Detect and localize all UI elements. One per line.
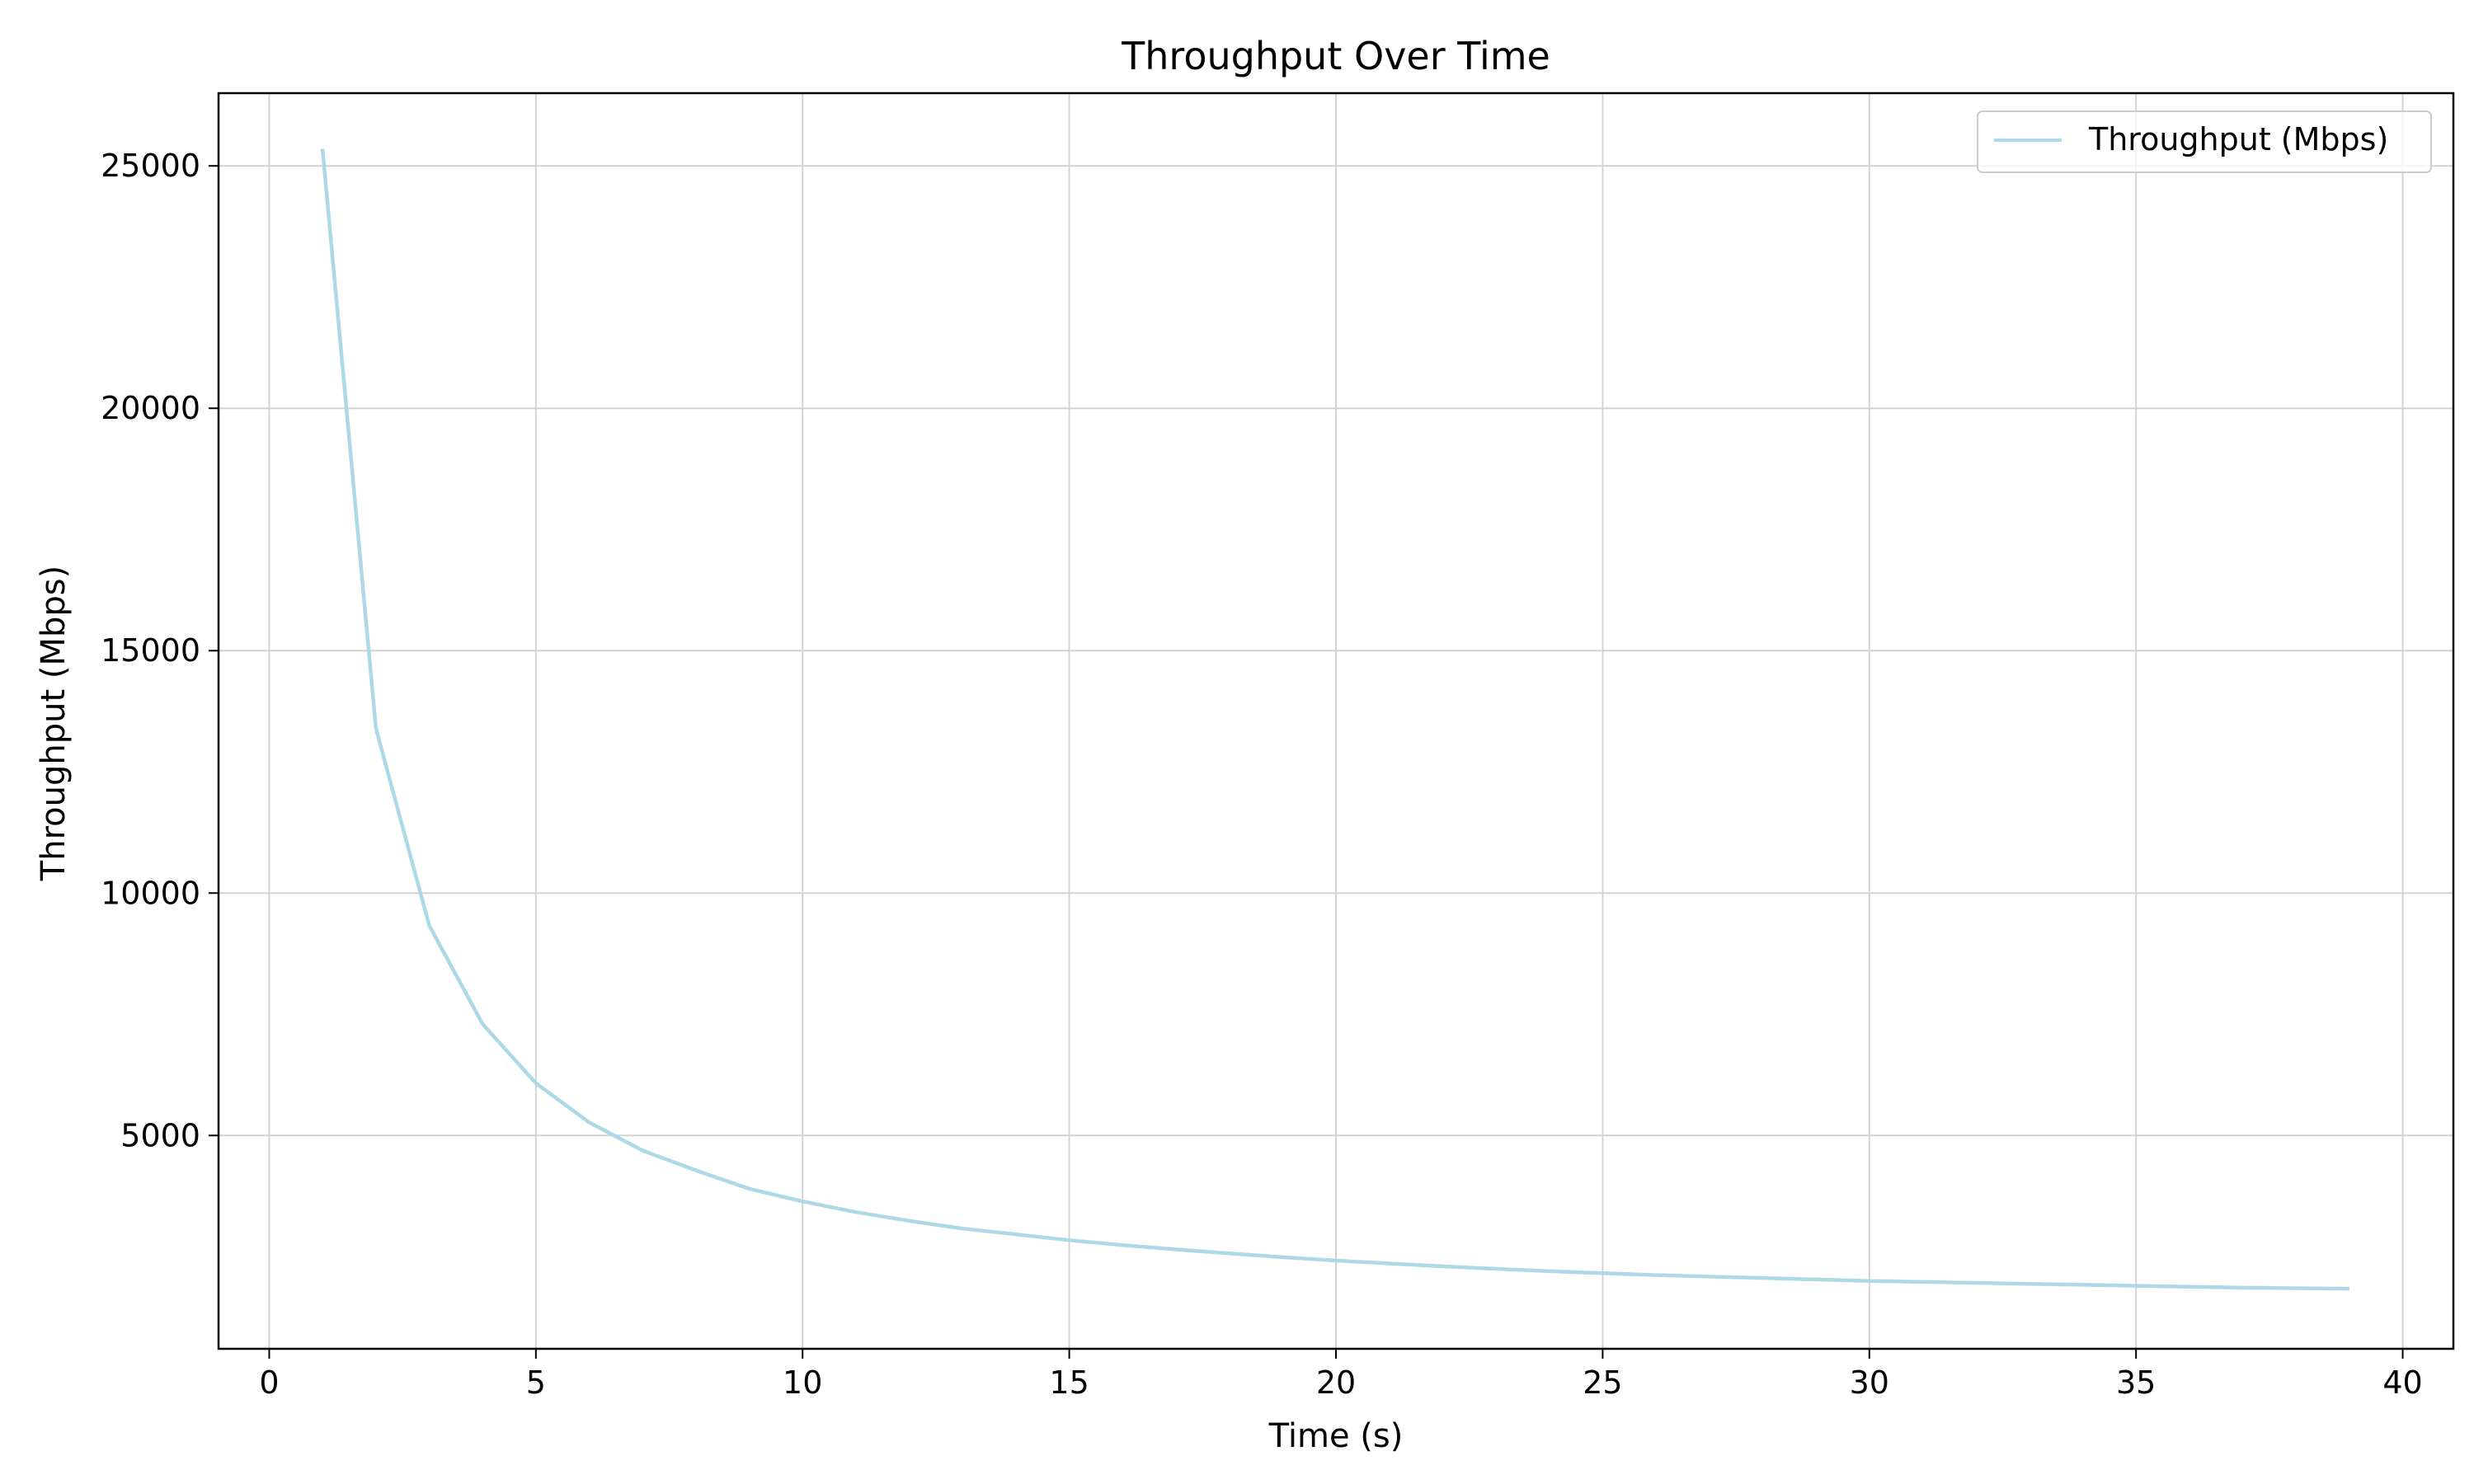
- y-axis: 5000 10000 15000 20000 25000: [101, 148, 219, 1153]
- x-tick-label: 5: [526, 1364, 546, 1401]
- x-tick-label: 10: [783, 1364, 822, 1401]
- legend-box: [1977, 110, 2432, 173]
- x-tick-label: 30: [1850, 1364, 1889, 1401]
- x-tick-label: 15: [1049, 1364, 1089, 1401]
- y-tick-label: 15000: [101, 632, 200, 669]
- y-axis-title: Throughput (Mbps): [35, 566, 73, 881]
- y-tick-label: 25000: [101, 148, 200, 184]
- x-axis: 0 5 10 15 20 25 30 35 40: [259, 1349, 2423, 1401]
- legend-label: Throughput (Mbps): [2088, 121, 2388, 157]
- x-tick-label: 35: [2116, 1364, 2156, 1401]
- x-tick-label: 0: [259, 1364, 279, 1401]
- x-tick-label: 25: [1583, 1364, 1622, 1401]
- y-tick-label: 20000: [101, 390, 200, 426]
- y-tick-label: 5000: [120, 1117, 200, 1153]
- x-tick-label: 20: [1316, 1364, 1356, 1401]
- series-line-0: [320, 148, 2349, 1291]
- x-tick-label: 40: [2382, 1364, 2422, 1401]
- series-layer: [320, 148, 2349, 1291]
- x-axis-title: Time (s): [1268, 1417, 1404, 1455]
- legend: Throughput (Mbps): [1977, 110, 2432, 173]
- y-tick-label: 10000: [101, 875, 200, 911]
- chart-title: Throughput Over Time: [1121, 34, 1550, 78]
